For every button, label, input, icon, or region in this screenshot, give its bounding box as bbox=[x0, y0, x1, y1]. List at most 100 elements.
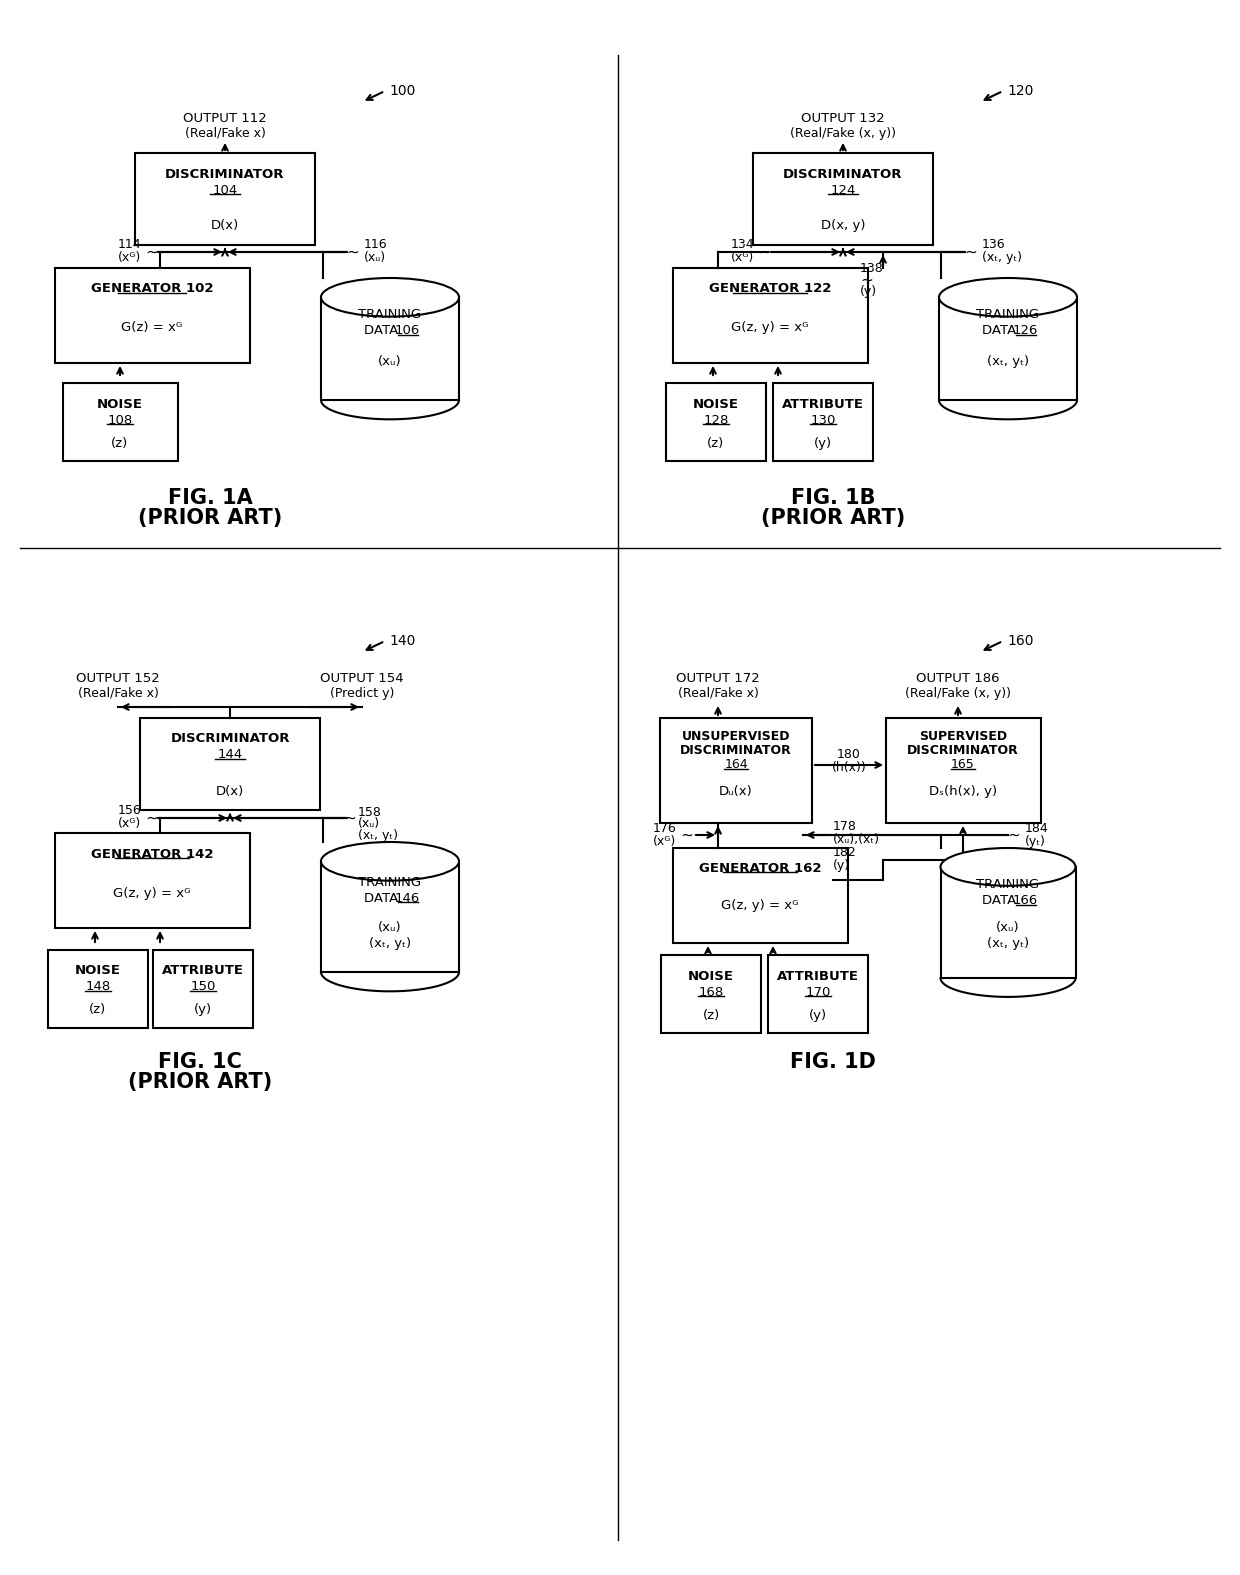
Bar bbox=[48, 950, 148, 1028]
Text: OUTPUT 152: OUTPUT 152 bbox=[76, 671, 160, 685]
Text: (z): (z) bbox=[702, 1008, 719, 1022]
Text: (xᵤ): (xᵤ) bbox=[996, 921, 1019, 934]
Text: ATTRIBUTE: ATTRIBUTE bbox=[162, 964, 244, 978]
Text: ~: ~ bbox=[1008, 827, 1021, 843]
Text: (Predict y): (Predict y) bbox=[330, 687, 394, 699]
Bar bbox=[666, 383, 766, 461]
Text: TRAINING: TRAINING bbox=[358, 309, 422, 321]
Text: 130: 130 bbox=[810, 414, 836, 427]
Text: Dᵤ(x): Dᵤ(x) bbox=[719, 786, 753, 799]
Bar bbox=[768, 954, 868, 1033]
Text: OUTPUT 132: OUTPUT 132 bbox=[801, 112, 885, 124]
Text: GENERATOR 102: GENERATOR 102 bbox=[91, 282, 213, 296]
Text: UNSUPERVISED: UNSUPERVISED bbox=[682, 731, 790, 743]
Text: 128: 128 bbox=[703, 414, 729, 427]
Text: G(z) = xᴳ: G(z) = xᴳ bbox=[122, 321, 182, 334]
Text: Dₛ(h(x), y): Dₛ(h(x), y) bbox=[929, 786, 997, 799]
Text: OUTPUT 172: OUTPUT 172 bbox=[676, 671, 760, 685]
Text: DATA: DATA bbox=[982, 324, 1021, 337]
Text: ~: ~ bbox=[759, 244, 771, 260]
Text: 134: 134 bbox=[730, 238, 754, 252]
Text: ATTRIBUTE: ATTRIBUTE bbox=[777, 970, 859, 983]
Text: (xₜ, yₜ): (xₜ, yₜ) bbox=[370, 937, 412, 950]
Text: DISCRIMINATOR: DISCRIMINATOR bbox=[165, 167, 285, 181]
Text: 166: 166 bbox=[1012, 895, 1038, 907]
Text: (Real/Fake x): (Real/Fake x) bbox=[677, 687, 759, 699]
Text: DISCRIMINATOR: DISCRIMINATOR bbox=[784, 167, 903, 181]
Text: 150: 150 bbox=[190, 981, 216, 994]
Text: GENERATOR 122: GENERATOR 122 bbox=[709, 282, 831, 296]
Text: (xᵤ): (xᵤ) bbox=[358, 817, 381, 830]
Text: (xᴳ): (xᴳ) bbox=[118, 817, 141, 830]
Text: D(x, y): D(x, y) bbox=[821, 219, 866, 232]
Text: 176: 176 bbox=[652, 822, 676, 835]
Text: ~: ~ bbox=[861, 272, 873, 288]
Bar bbox=[773, 383, 873, 461]
Text: 156: 156 bbox=[118, 805, 141, 817]
Ellipse shape bbox=[321, 279, 459, 317]
Text: 104: 104 bbox=[212, 184, 238, 197]
Text: (Real/Fake x): (Real/Fake x) bbox=[78, 687, 159, 699]
Text: OUTPUT 186: OUTPUT 186 bbox=[916, 671, 999, 685]
Text: D(x): D(x) bbox=[216, 786, 244, 799]
Text: (PRIOR ART): (PRIOR ART) bbox=[128, 1073, 272, 1091]
Text: DISCRIMINATOR: DISCRIMINATOR bbox=[170, 732, 290, 745]
Text: TRAINING: TRAINING bbox=[976, 309, 1039, 321]
Text: 124: 124 bbox=[831, 184, 856, 197]
Bar bbox=[940, 866, 1075, 978]
Ellipse shape bbox=[940, 847, 1075, 885]
Text: GENERATOR 142: GENERATOR 142 bbox=[91, 847, 213, 860]
Text: (xₜ, yₜ): (xₜ, yₜ) bbox=[987, 356, 1029, 369]
Text: OUTPUT 154: OUTPUT 154 bbox=[320, 671, 404, 685]
Text: 140: 140 bbox=[389, 635, 415, 647]
Text: NOISE: NOISE bbox=[74, 964, 122, 978]
Text: (xᵤ),(xₜ): (xᵤ),(xₜ) bbox=[833, 833, 880, 846]
Bar bbox=[673, 847, 848, 943]
Text: 106: 106 bbox=[394, 324, 419, 337]
Text: (xₜ, yₜ): (xₜ, yₜ) bbox=[982, 252, 1022, 265]
Text: FIG. 1C: FIG. 1C bbox=[157, 1052, 242, 1073]
Text: ~: ~ bbox=[681, 827, 693, 843]
Bar bbox=[661, 954, 761, 1033]
Bar bbox=[55, 833, 250, 928]
Text: 138: 138 bbox=[861, 261, 884, 274]
Text: (z): (z) bbox=[707, 436, 724, 449]
Text: (yₜ): (yₜ) bbox=[1025, 835, 1045, 847]
Text: 165: 165 bbox=[951, 759, 975, 772]
Text: (y): (y) bbox=[808, 1008, 827, 1022]
Text: (y): (y) bbox=[193, 1003, 212, 1016]
Text: (z): (z) bbox=[112, 436, 129, 449]
Text: D(x): D(x) bbox=[211, 219, 239, 232]
Text: 148: 148 bbox=[86, 981, 110, 994]
Text: (xₜ, yₜ): (xₜ, yₜ) bbox=[987, 937, 1029, 950]
Bar bbox=[939, 298, 1078, 400]
Text: 126: 126 bbox=[1012, 324, 1038, 337]
Bar bbox=[887, 718, 1042, 824]
Text: (PRIOR ART): (PRIOR ART) bbox=[138, 509, 283, 528]
Text: 120: 120 bbox=[1007, 83, 1033, 98]
Text: (Real/Fake (x, y)): (Real/Fake (x, y)) bbox=[905, 687, 1011, 699]
Bar bbox=[753, 153, 932, 246]
Ellipse shape bbox=[321, 843, 459, 880]
Text: TRAINING: TRAINING bbox=[976, 879, 1039, 891]
Text: DISCRIMINATOR: DISCRIMINATOR bbox=[908, 743, 1019, 756]
Text: (y): (y) bbox=[861, 285, 877, 299]
Text: ~: ~ bbox=[145, 244, 159, 260]
Text: OUTPUT 112: OUTPUT 112 bbox=[184, 112, 267, 124]
Text: G(z, y) = xᴳ: G(z, y) = xᴳ bbox=[113, 887, 191, 899]
Bar bbox=[660, 718, 812, 824]
Text: ~: ~ bbox=[145, 811, 159, 825]
Text: (PRIOR ART): (PRIOR ART) bbox=[761, 509, 905, 528]
Text: 160: 160 bbox=[1007, 635, 1033, 647]
Text: (y): (y) bbox=[813, 436, 832, 449]
Text: FIG. 1D: FIG. 1D bbox=[790, 1052, 875, 1073]
Text: 136: 136 bbox=[982, 238, 1006, 252]
Text: 146: 146 bbox=[394, 891, 419, 904]
Text: (xₜ, yₜ): (xₜ, yₜ) bbox=[358, 830, 398, 843]
Text: ~: ~ bbox=[965, 244, 977, 260]
Bar bbox=[153, 950, 253, 1028]
Text: 184: 184 bbox=[1025, 822, 1049, 835]
Bar bbox=[140, 718, 320, 810]
Text: (xᴳ): (xᴳ) bbox=[652, 835, 676, 847]
Text: FIG. 1B: FIG. 1B bbox=[791, 488, 875, 509]
